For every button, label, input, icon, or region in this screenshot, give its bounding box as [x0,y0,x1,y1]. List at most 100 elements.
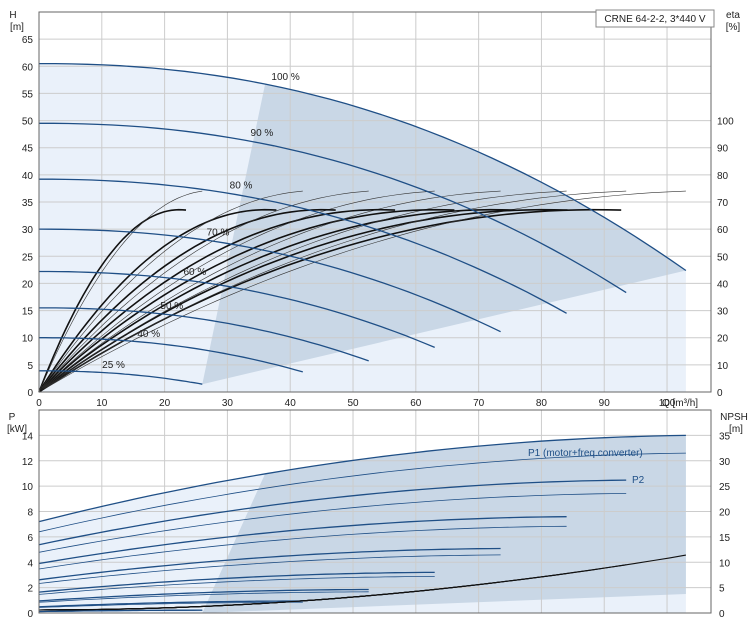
efficiency-curve [38,208,277,393]
efficiency-curve [38,208,336,393]
power-tick-label: 6 [27,533,33,544]
head-curve-label-70: 70 % [207,227,230,238]
npsh-tick-label: 15 [719,533,731,544]
power-tick-label: 8 [27,508,33,519]
power-plot-frame [38,409,712,614]
p1-curve-100 [38,434,686,523]
p2-curve-40 [38,601,303,608]
head-tick-label: 10 [22,334,34,345]
head-tick-label: 30 [22,225,34,236]
head-curve-70 [38,228,501,333]
npsh-tick-label: 35 [719,431,731,442]
eta-tick-label: 90 [717,144,729,155]
eta-tick-label: 70 [717,198,729,209]
eta-tick-label: 100 [717,117,734,128]
head-plot-frame [38,11,712,393]
head-tick-label: 35 [22,198,34,209]
eta-tick-label: 60 [717,225,729,236]
power-tick-label: 10 [22,482,34,493]
npsh-curve-25 [39,605,203,611]
efficiency-curve-thin [38,190,501,393]
p1-curve-50 [38,588,369,602]
power-tick-label: 14 [22,431,34,442]
npsh-tick-label: 20 [719,508,731,519]
power-tick-label: 4 [27,558,33,569]
head-curve-label-60: 60 % [183,267,206,278]
head-curve-label-40: 40 % [137,329,160,340]
flow-tick-label: 70 [473,398,485,409]
head-curve-label-100: 100 % [271,72,299,83]
head-curve-40 [39,337,303,373]
eta-tick-label: 50 [717,252,729,263]
flow-tick-label: 50 [347,398,359,409]
head-operating-range-dark [202,84,686,385]
power-tick-label: 12 [22,457,34,468]
efficiency-curve-thin [38,190,203,393]
head-tick-label: 20 [22,279,34,290]
power-tick-label: 0 [27,609,33,620]
p2-curve-100 [38,452,686,533]
head-tick-label: 60 [22,62,34,73]
power-curves [38,434,686,613]
p2-curve-80 [38,525,567,570]
power-plot-axes: 0 2 4 6 8 10 12 14 0 5 10 15 20 25 30 35 [22,409,731,620]
head-plot-axes: 0 10 20 30 40 50 60 70 80 90 100051015202530354045… [22,11,734,409]
efficiency-curve-thin [38,190,435,393]
head-curve-label-25: 25 % [102,360,125,371]
p2-series-label: P2 [632,475,645,486]
power-axis-label-unit: [kW] [7,424,27,435]
eta-tick-label: 10 [717,361,729,372]
p2-curve-60 [38,576,435,595]
flow-tick-label: 30 [222,398,234,409]
flow-tick-label: 100 [659,398,676,409]
flow-tick-label: 10 [96,398,108,409]
head-tick-label: 0 [27,388,33,399]
eta-axis-label-symbol: eta [726,10,740,21]
eta-tick-label: 80 [717,171,729,182]
eta-tick-label: 30 [717,307,729,318]
p2-curve-70 [38,554,501,584]
head-curve-25 [39,370,203,385]
head-tick-label: 50 [22,117,34,128]
flow-axis-label: Q [m³/h] [662,398,698,409]
flow-tick-label: 0 [36,398,42,409]
efficiency-curve-thin [38,190,303,393]
head-curve-label-50: 50 % [160,301,183,312]
p2-curve-90 [38,493,627,553]
npsh-tick-label: 30 [719,457,731,468]
efficiency-curve [38,208,396,393]
npsh-tick-label: 0 [719,609,725,620]
power-axis-label-symbol: P [9,412,16,423]
head-curve-label-90: 90 % [251,128,274,139]
head-axis-label-unit: [m] [10,22,24,33]
head-tick-label: 45 [22,144,34,155]
pump-title-box: CRNE 64-2-2, 3*440 V [595,9,715,28]
head-curve-80 [39,178,567,314]
pump-title: CRNE 64-2-2, 3*440 V [604,14,705,25]
p1-curve-80 [38,516,567,565]
head-axis-label-symbol: H [9,10,16,21]
head-curve-100 [39,62,687,272]
p2-curve-50 [38,591,369,603]
efficiency-curve [38,208,455,393]
p1-curve-60 [38,571,435,593]
head-curve-60 [39,270,435,349]
head-tick-label: 55 [22,89,34,100]
efficiency-curve-thin [38,190,369,393]
head-tick-label: 15 [22,307,34,318]
npsh-tick-label: 10 [719,558,731,569]
head-curves: 100 % 90 % 80 % 70 % 60 % 50 % 40 % 25 % [38,62,687,393]
head-curve-50 [39,307,369,362]
head-tick-label: 65 [22,35,34,46]
head-curve-90 [39,122,627,294]
efficiency-curve [38,208,514,393]
p1-series-label: P1 (motor+freq.converter) [528,448,643,459]
eta-tick-label: 0 [717,388,723,399]
flow-tick-label: 60 [410,398,422,409]
eta-tick-label: 40 [717,279,729,290]
power-tick-label: 2 [27,584,33,595]
head-tick-label: 5 [27,361,33,372]
flow-tick-label: 80 [536,398,548,409]
npsh-axis-label-unit: [m] [729,424,743,435]
